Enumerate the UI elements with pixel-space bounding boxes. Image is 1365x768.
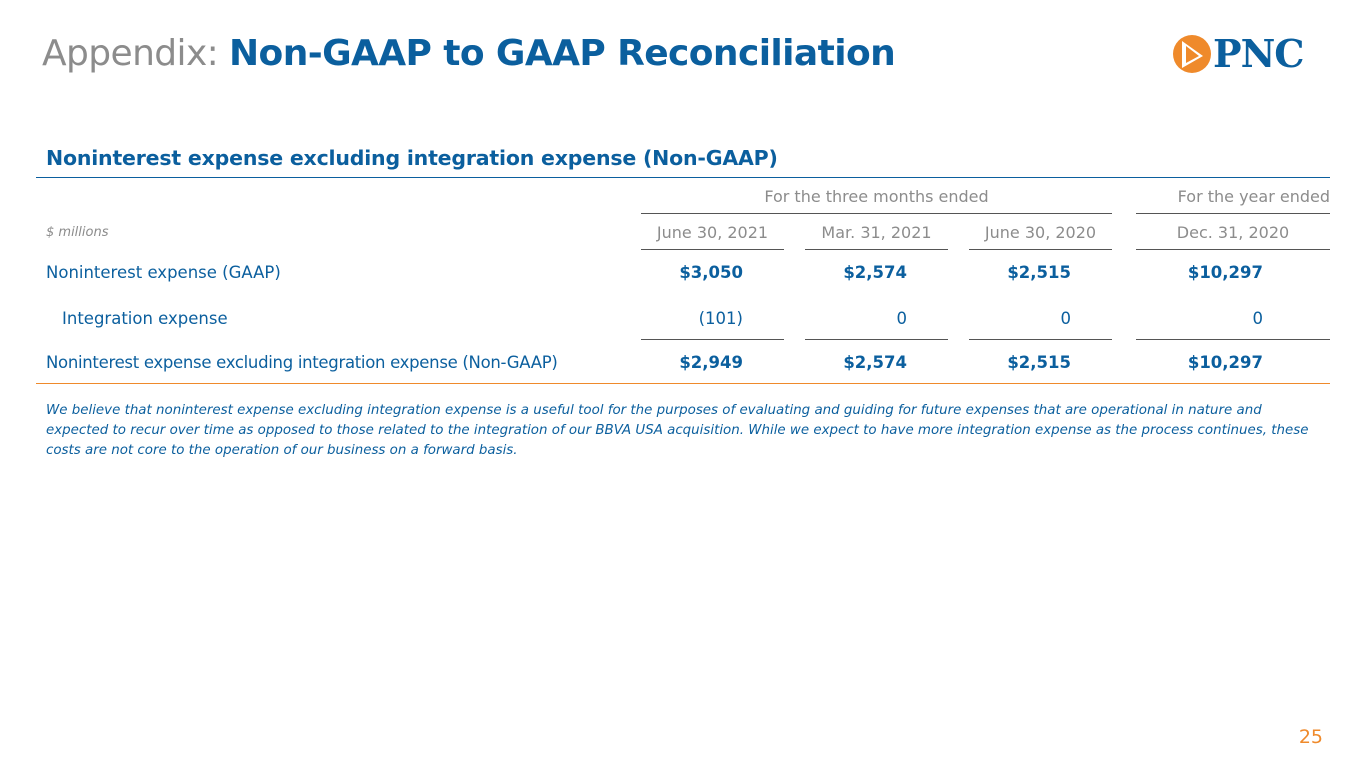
table-bottom-rule <box>36 383 1330 384</box>
table-cell: $10,297 <box>1187 263 1263 282</box>
column-header: Dec. 31, 2020 <box>1176 223 1290 242</box>
table-cell: $2,949 <box>679 353 743 372</box>
subtotal-rule <box>969 339 1112 340</box>
column-rule <box>969 249 1112 250</box>
pnc-logo: PNC <box>1172 30 1332 80</box>
table-cell: $2,515 <box>1007 263 1071 282</box>
table-cell: 0 <box>896 309 908 328</box>
group-header-year: For the year ended <box>1177 187 1330 206</box>
table-cell: $3,050 <box>679 263 743 282</box>
subtotal-rule <box>641 339 784 340</box>
title-prefix: Appendix: <box>42 33 230 74</box>
subtotal-rule <box>805 339 948 340</box>
table-cell: $2,515 <box>1007 353 1071 372</box>
page-title: Appendix: Non-GAAP to GAAP Reconciliatio… <box>42 30 896 78</box>
group-header-rule-year <box>1136 213 1330 214</box>
row-label-integration-expense: Integration expense <box>62 309 228 328</box>
column-header: June 30, 2020 <box>984 223 1097 242</box>
table-cell: (101) <box>698 309 743 328</box>
column-rule <box>805 249 948 250</box>
subtotal-rule <box>1136 339 1330 340</box>
column-header: Mar. 31, 2021 <box>821 223 932 242</box>
table-cell: 0 <box>1252 309 1264 328</box>
units-label: $ millions <box>46 225 109 240</box>
group-header-three-months: For the three months ended <box>764 187 989 206</box>
title-main: Non-GAAP to GAAP Reconciliation <box>229 33 896 74</box>
page-number: 25 <box>1298 726 1323 748</box>
logo-text: PNC <box>1213 31 1305 76</box>
section-rule <box>36 177 1330 178</box>
table-cell: $2,574 <box>843 263 907 282</box>
row-label-noninterest-expense-non-gaap: Noninterest expense excluding integratio… <box>46 353 558 372</box>
table-cell: $2,574 <box>843 353 907 372</box>
table-cell: 0 <box>1060 309 1072 328</box>
section-title: Noninterest expense excluding integratio… <box>46 146 778 170</box>
footnote: We believe that noninterest expense excl… <box>46 403 1309 458</box>
group-header-rule-three-months <box>641 213 1112 214</box>
column-header: June 30, 2021 <box>656 223 769 242</box>
row-label-noninterest-expense-gaap: Noninterest expense (GAAP) <box>46 263 281 282</box>
table-cell: $10,297 <box>1187 353 1263 372</box>
column-rule <box>1136 249 1330 250</box>
column-rule <box>641 249 784 250</box>
pnc-triangle-icon <box>1173 35 1211 73</box>
